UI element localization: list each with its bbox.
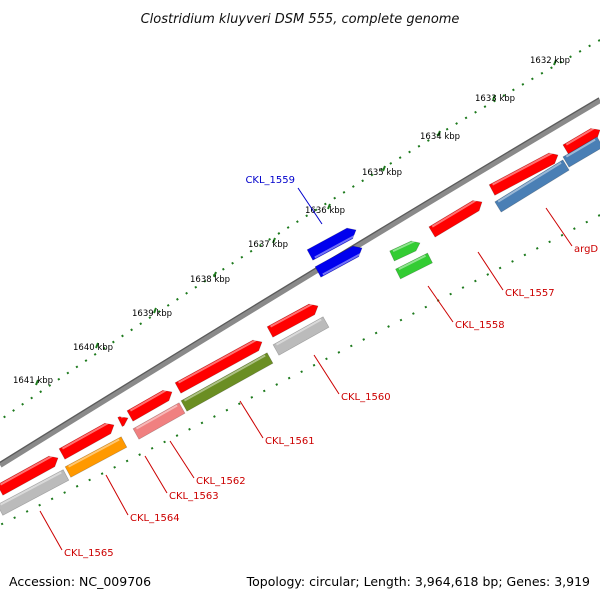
gene-CKL_1560-cds[interactable] bbox=[272, 316, 330, 356]
map-title: Clostridium kluyveri DSM 555, complete g… bbox=[141, 12, 460, 27]
gene-CKL_1561[interactable] bbox=[174, 338, 263, 394]
kbp-tick-label: 1641 kbp bbox=[13, 376, 53, 386]
gene-CKL_1557[interactable] bbox=[488, 151, 559, 196]
kbp-tick-label: 1639 kbp bbox=[132, 309, 172, 319]
accession-text: Accession: NC_009706 bbox=[9, 574, 151, 589]
gene-label-CKL_1560[interactable]: CKL_1560 bbox=[313, 354, 391, 403]
gene-label-CKL_1562[interactable]: CKL_1562 bbox=[169, 440, 246, 487]
kbp-tick-label: 1633 kbp bbox=[475, 94, 515, 104]
svg-text:CKL_1558: CKL_1558 bbox=[455, 320, 505, 331]
svg-text:CKL_1565: CKL_1565 bbox=[64, 548, 114, 559]
gene-CKL_1559[interactable] bbox=[306, 227, 357, 261]
gene-CKL_1558[interactable] bbox=[428, 198, 483, 238]
gene-label-CKL_1561[interactable]: CKL_1561 bbox=[239, 400, 315, 447]
gene-CKL_1559-b[interactable] bbox=[314, 245, 363, 278]
svg-text:CKL_1563: CKL_1563 bbox=[169, 491, 219, 502]
kbp-tick-label: 1637 kbp bbox=[248, 240, 288, 250]
gene-CKL_1557-cds[interactable] bbox=[494, 159, 570, 213]
kbp-tick-label: 1636 kbp bbox=[305, 206, 345, 216]
gene-CKL_1563[interactable] bbox=[117, 415, 129, 427]
gene-label-argD[interactable]: argD bbox=[545, 207, 598, 255]
gene-features bbox=[0, 126, 600, 516]
gene-CKL_1561-cds[interactable] bbox=[180, 352, 274, 412]
kbp-tick-label: 1634 kbp bbox=[420, 132, 460, 142]
gene-CKL_1562[interactable] bbox=[126, 388, 173, 422]
kbp-ticks: 1632 kbp 1633 kbp 1634 kbp 1635 kbp 1636 kbp… bbox=[13, 56, 570, 386]
gene-label-CKL_1564[interactable]: CKL_1564 bbox=[105, 474, 180, 524]
gene-CKL_1558-red[interactable] bbox=[389, 239, 421, 262]
kbp-tick-label: 1632 kbp bbox=[530, 56, 570, 66]
gene-CKL_1564[interactable] bbox=[58, 421, 115, 460]
gene-CKL_1564-cds[interactable] bbox=[64, 436, 128, 478]
gene-CKL_1565[interactable] bbox=[0, 454, 59, 496]
gene-argD[interactable] bbox=[562, 126, 600, 156]
gene-CKL_1558-cds[interactable] bbox=[395, 252, 433, 280]
svg-text:CKL_1557: CKL_1557 bbox=[505, 288, 555, 299]
dotted-guides bbox=[0, 39, 600, 526]
svg-text:CKL_1560: CKL_1560 bbox=[341, 392, 391, 403]
gene-label-CKL_1558[interactable]: CKL_1558 bbox=[427, 285, 505, 331]
gene-label-CKL_1559[interactable]: CKL_1559 bbox=[245, 175, 323, 225]
gene-label-CKL_1557[interactable]: CKL_1557 bbox=[477, 251, 555, 299]
gene-label-CKL_1565[interactable]: CKL_1565 bbox=[39, 510, 114, 559]
svg-text:CKL_1561: CKL_1561 bbox=[265, 436, 315, 447]
kbp-tick-label: 1635 kbp bbox=[362, 168, 402, 178]
gene-CKL_1562-cds[interactable] bbox=[132, 402, 186, 440]
svg-text:argD: argD bbox=[574, 244, 598, 255]
gene-labels: argD CKL_1557 CKL_1558 CKL_1559 CKL_1560 CKL_… bbox=[39, 175, 598, 559]
genome-backbone bbox=[0, 97, 600, 468]
svg-text:CKL_1559: CKL_1559 bbox=[245, 175, 295, 186]
svg-text:CKL_1564: CKL_1564 bbox=[130, 513, 180, 524]
gene-label-CKL_1563[interactable]: CKL_1563 bbox=[144, 455, 219, 502]
genome-summary: Topology: circular; Length: 3,964,618 bp… bbox=[246, 574, 590, 589]
kbp-tick-label: 1640 kbp bbox=[73, 343, 113, 353]
gene-CKL_1565-cds[interactable] bbox=[0, 469, 70, 516]
gene-argD-cds[interactable] bbox=[562, 136, 600, 168]
svg-text:CKL_1562: CKL_1562 bbox=[196, 476, 246, 487]
kbp-tick-label: 1638 kbp bbox=[190, 275, 230, 285]
gene-CKL_1560[interactable] bbox=[266, 302, 319, 338]
